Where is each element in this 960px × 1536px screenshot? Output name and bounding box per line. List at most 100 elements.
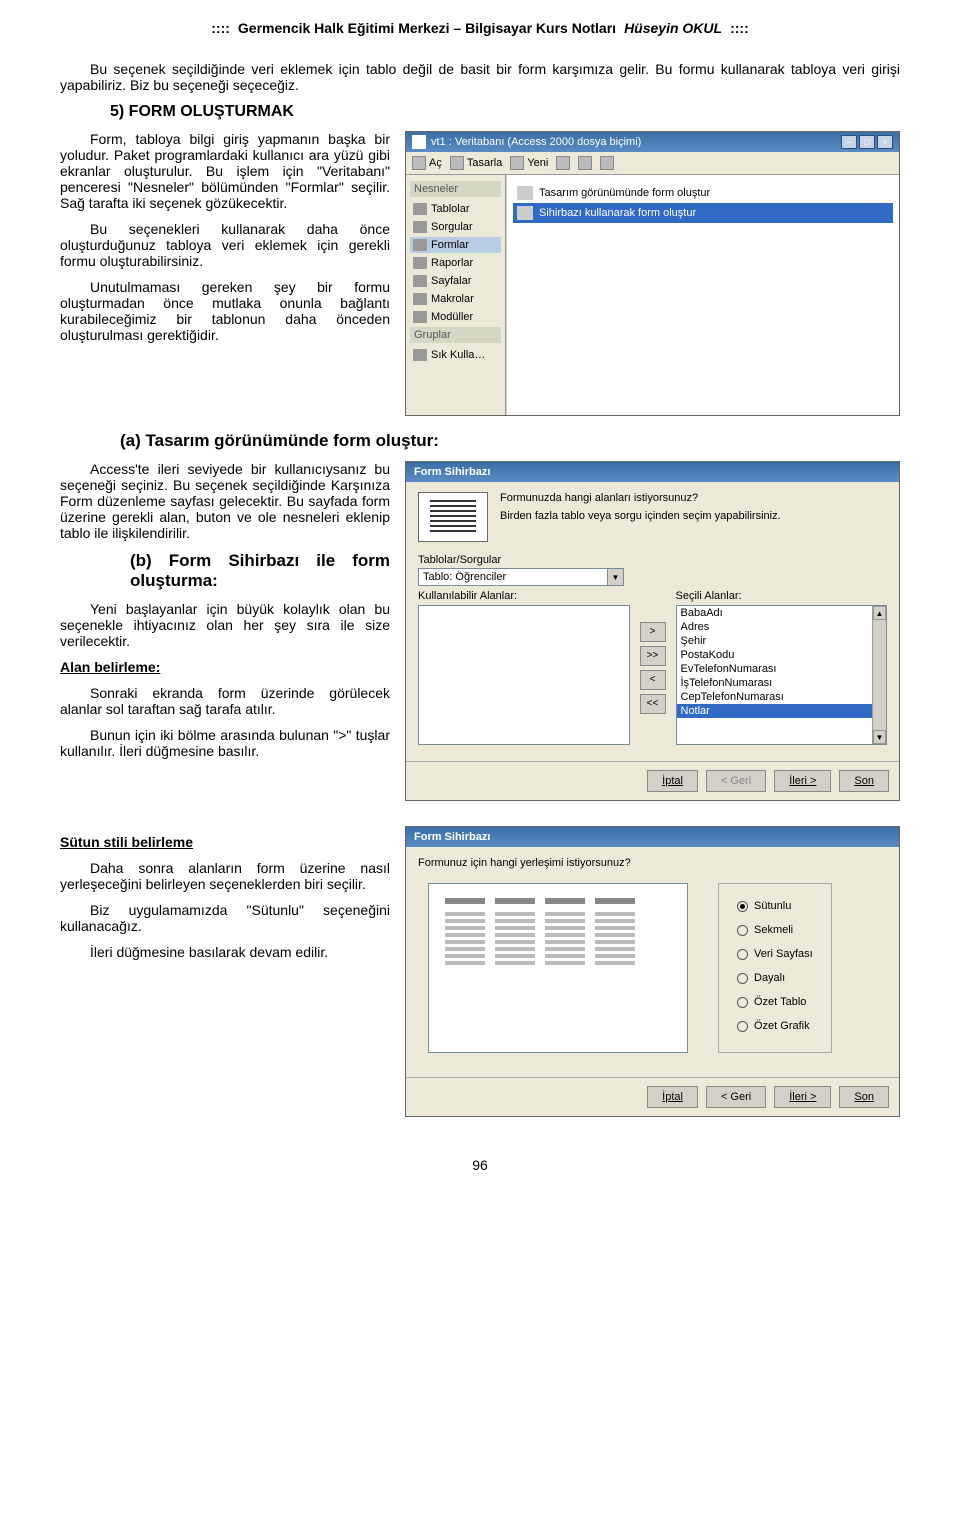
option-pivotchart[interactable]: Özet Grafik xyxy=(737,1020,813,1032)
pages-icon xyxy=(413,275,427,287)
db-pane: Tasarım görünümünde form oluştur Sihirba… xyxy=(506,175,899,415)
back-button[interactable]: < Geri xyxy=(706,1086,766,1108)
remove-one-button[interactable]: < xyxy=(640,670,666,690)
cancel-button[interactable]: İptal xyxy=(647,770,698,792)
db-body: Nesneler Tablolar Sorgular Formlar Rapor… xyxy=(406,175,899,415)
forms-label: Formlar xyxy=(431,239,469,251)
queries-icon xyxy=(413,221,427,233)
wizard1-screenshot: Form Sihirbazı Formunuzda hangi alanları… xyxy=(405,461,900,811)
tool-extra1[interactable] xyxy=(556,156,570,170)
sidebar-item-reports[interactable]: Raporlar xyxy=(410,255,501,271)
favorites-icon xyxy=(413,349,427,361)
field-item[interactable]: CepTelefonNumarası xyxy=(677,690,887,704)
intro-paragraph: Bu seçenek seçildiğinde veri eklemek içi… xyxy=(60,61,900,93)
design-button[interactable]: Tasarla xyxy=(450,156,502,170)
objects-category: Nesneler xyxy=(410,181,501,197)
header-deco-left: :::: xyxy=(211,20,230,36)
next-button[interactable]: İleri > xyxy=(774,1086,831,1108)
option-tabular[interactable]: Sekmeli xyxy=(737,924,813,936)
db-titlebar: vt1 : Veritabanı (Access 2000 dosya biçi… xyxy=(406,132,899,152)
combo-arrow-icon[interactable]: ▼ xyxy=(608,568,624,586)
pages-label: Sayfalar xyxy=(431,275,471,287)
tables-combo-input[interactable] xyxy=(418,568,608,586)
sub-a-text: Access'te ileri seviyede bir kullanıcıys… xyxy=(60,461,390,811)
sidebar-item-macros[interactable]: Makrolar xyxy=(410,291,501,307)
open-label: Aç xyxy=(429,157,442,169)
alan-p1: Sonraki ekranda form üzerinde görülecek … xyxy=(60,685,390,717)
radio-icon xyxy=(737,949,748,960)
pane-wizard[interactable]: Sihirbazı kullanarak form oluştur xyxy=(513,203,893,223)
sutun-p1: Daha sonra alanların form üzerine nasıl … xyxy=(60,860,390,892)
tables-icon xyxy=(413,203,427,215)
pane1-label: Tasarım görünümünde form oluştur xyxy=(539,187,710,199)
option-columnar[interactable]: Sütunlu xyxy=(737,900,813,912)
new-label: Yeni xyxy=(527,157,548,169)
field-item[interactable]: EvTelefonNumarası xyxy=(677,662,887,676)
s5-p3: Unutulmaması gereken şey bir formu oluşt… xyxy=(60,279,390,343)
sidebar-item-favorites[interactable]: Sık Kulla… xyxy=(410,347,501,363)
db-sidebar: Nesneler Tablolar Sorgular Formlar Rapor… xyxy=(406,175,506,415)
sidebar-item-queries[interactable]: Sorgular xyxy=(410,219,501,235)
sub-a-row: Access'te ileri seviyede bir kullanıcıys… xyxy=(60,461,900,811)
new-button[interactable]: Yeni xyxy=(510,156,548,170)
maximize-button[interactable]: □ xyxy=(859,135,875,149)
minimize-button[interactable]: ─ xyxy=(841,135,857,149)
next-button[interactable]: İleri > xyxy=(774,770,831,792)
close-button[interactable]: × xyxy=(877,135,893,149)
tool-extra2[interactable] xyxy=(578,156,592,170)
wiz1-question: Formunuzda hangi alanları istiyorsunuz? … xyxy=(500,492,887,528)
scrollbar[interactable]: ▲▼ xyxy=(872,606,886,744)
available-label: Kullanılabilir Alanlar: xyxy=(418,590,630,602)
pane-design-view[interactable]: Tasarım görünümünde form oluştur xyxy=(513,183,893,203)
sidebar-item-pages[interactable]: Sayfalar xyxy=(410,273,501,289)
macros-icon xyxy=(413,293,427,305)
tables-combo[interactable]: ▼ xyxy=(418,568,887,586)
selected-listbox[interactable]: BabaAdı Adres Şehir PostaKodu EvTelefonN… xyxy=(676,605,888,745)
opt1-label: Sekmeli xyxy=(754,924,793,936)
sidebar-item-forms[interactable]: Formlar xyxy=(410,237,501,253)
opt0-label: Sütunlu xyxy=(754,900,791,912)
design-view-icon xyxy=(517,186,533,200)
add-all-button[interactable]: >> xyxy=(640,646,666,666)
header-title: Germencik Halk Eğitimi Merkezi – Bilgisa… xyxy=(238,20,616,36)
queries-label: Sorgular xyxy=(431,221,473,233)
forms-icon xyxy=(413,239,427,251)
sidebar-item-modules[interactable]: Modüller xyxy=(410,309,501,325)
cancel-button[interactable]: İptal xyxy=(647,1086,698,1108)
opt2-label: Veri Sayfası xyxy=(754,948,813,960)
pane2-label: Sihirbazı kullanarak form oluştur xyxy=(539,207,696,219)
option-justified[interactable]: Dayalı xyxy=(737,972,813,984)
form-wizard-layout: Form Sihirbazı Formunuz için hangi yerle… xyxy=(405,826,900,1117)
field-item[interactable]: BabaAdı xyxy=(677,606,887,620)
tool-extra3[interactable] xyxy=(600,156,614,170)
reports-label: Raporlar xyxy=(431,257,473,269)
finish-button[interactable]: Son xyxy=(839,1086,889,1108)
scroll-up-icon[interactable]: ▲ xyxy=(873,606,886,620)
add-one-button[interactable]: > xyxy=(640,622,666,642)
section-5-row: Form, tabloya bilgi giriş yapmanın başka… xyxy=(60,131,900,416)
sutun-row: Sütun stili belirleme Daha sonra alanlar… xyxy=(60,826,900,1127)
design-icon xyxy=(450,156,464,170)
page-number: 96 xyxy=(60,1157,900,1173)
s5-p2: Bu seçenekleri kullanarak daha önce oluş… xyxy=(60,221,390,269)
field-item[interactable]: Adres xyxy=(677,620,887,634)
window-buttons: ─ □ × xyxy=(841,135,893,149)
field-item[interactable]: PostaKodu xyxy=(677,648,887,662)
remove-all-button[interactable]: << xyxy=(640,694,666,714)
finish-button[interactable]: Son xyxy=(839,770,889,792)
sidebar-item-tables[interactable]: Tablolar xyxy=(410,201,501,217)
field-item[interactable]: Şehir xyxy=(677,634,887,648)
option-pivottable[interactable]: Özet Tablo xyxy=(737,996,813,1008)
scroll-down-icon[interactable]: ▼ xyxy=(873,730,886,744)
radio-icon xyxy=(737,901,748,912)
field-item[interactable]: İşTelefonNumarası xyxy=(677,676,887,690)
option-datasheet[interactable]: Veri Sayfası xyxy=(737,948,813,960)
selected-column: Seçili Alanlar: BabaAdı Adres Şehir Post… xyxy=(676,590,888,745)
field-item[interactable]: Notlar xyxy=(677,704,887,718)
radio-icon xyxy=(737,925,748,936)
sub-a-heading: (a) Tasarım görünümünde form oluştur: xyxy=(120,431,900,451)
available-listbox[interactable] xyxy=(418,605,630,745)
wizard-icon xyxy=(517,206,533,220)
db-window: vt1 : Veritabanı (Access 2000 dosya biçi… xyxy=(405,131,900,416)
open-button[interactable]: Aç xyxy=(412,156,442,170)
